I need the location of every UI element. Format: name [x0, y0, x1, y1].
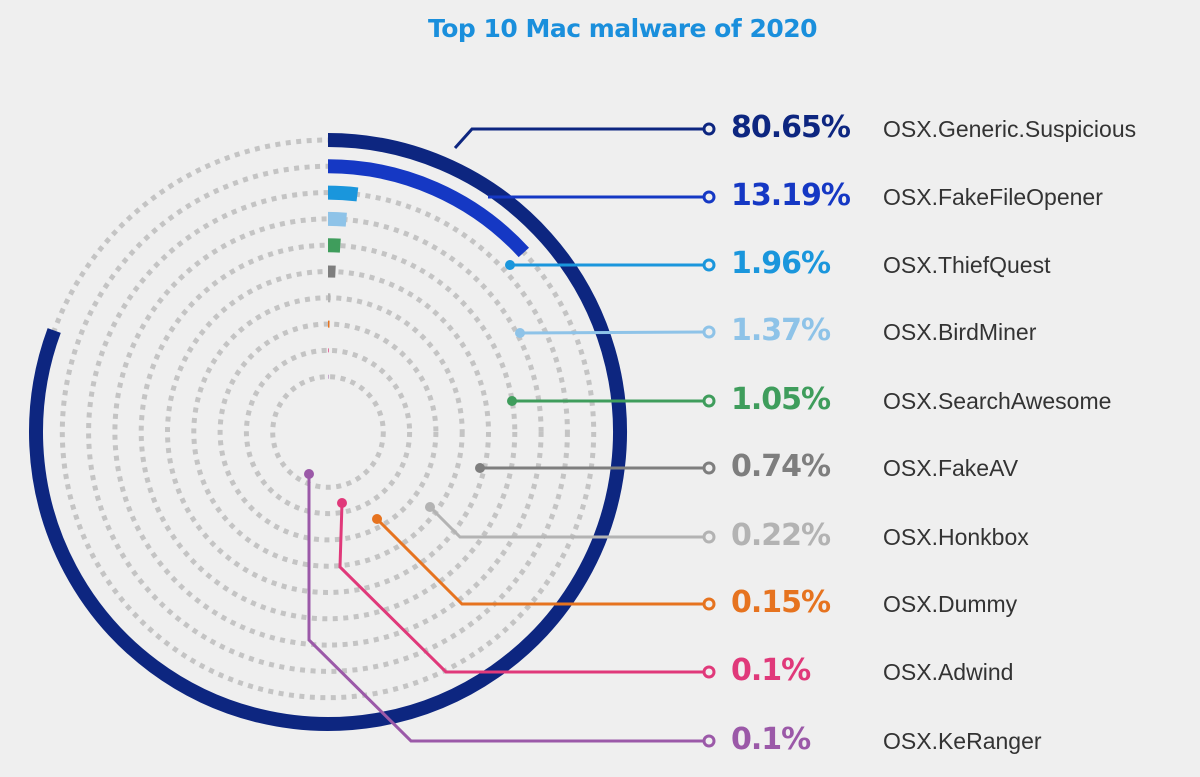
leader-end-dot: [702, 530, 716, 544]
leader-end-dot: [702, 665, 716, 679]
legend-entry: OSX.SearchAwesome: [883, 388, 1112, 414]
track-ring: [243, 347, 413, 517]
leader-start-dot: [475, 463, 485, 473]
leader-line: [304, 469, 716, 748]
legend-entry: OSX.BirdMiner: [883, 319, 1037, 345]
leader-line: [475, 461, 716, 475]
legend-entry: OSX.KeRanger: [883, 728, 1042, 754]
track-ring: [270, 374, 386, 490]
leader-start-dot: [507, 396, 517, 406]
leader-end-dot: [702, 325, 716, 339]
track-ring: [86, 190, 570, 674]
leader-start-dot: [372, 514, 382, 524]
data-label: 13.19%: [731, 178, 851, 213]
data-label: 0.74%: [731, 449, 831, 484]
leader-end-dot: [702, 597, 716, 611]
data-label: 1.37%: [731, 313, 831, 348]
data-label: 0.22%: [731, 518, 831, 553]
leader-end-dot: [702, 734, 716, 748]
bar-osx-fakefileopener: [327, 159, 530, 258]
legend-entry: OSX.ThiefQuest: [883, 252, 1051, 278]
legend-entry: OSX.FakeFileOpener: [883, 184, 1103, 210]
track-ring: [112, 216, 544, 648]
legend-entry: OSX.FakeAV: [883, 455, 1019, 481]
legend-entry: OSX.Honkbox: [883, 524, 1029, 550]
bar-osx-generic-suspicious: [29, 133, 627, 731]
leader-start-dot: [337, 498, 347, 508]
leader-line: [505, 258, 716, 272]
data-label: 1.96%: [731, 246, 831, 281]
bars: [29, 133, 627, 731]
leader-end-dot: [702, 394, 716, 408]
data-label: 1.05%: [731, 382, 831, 417]
leader-start-dot: [505, 260, 515, 270]
chart-title: Top 10 Mac malware of 2020: [427, 14, 818, 43]
leader-line: [372, 514, 716, 611]
leader-start-dot: [304, 469, 314, 479]
legend-entry: OSX.Generic.Suspicious: [883, 116, 1137, 142]
data-label: 0.15%: [731, 585, 831, 620]
leader-end-dot: [702, 190, 716, 204]
track-ring: [191, 295, 465, 569]
legend-entry: OSX.Adwind: [883, 659, 1014, 685]
track-ring: [165, 269, 491, 595]
leader-line: [488, 190, 716, 204]
data-label: 0.1%: [731, 653, 811, 688]
track-ring: [138, 242, 518, 622]
leader-start-dot: [425, 502, 435, 512]
leader-line: [337, 498, 716, 679]
leader-line: [453, 122, 716, 150]
track-ring: [217, 321, 439, 543]
leader-lines: [304, 122, 716, 748]
data-label: 80.65%: [731, 110, 851, 145]
leader-end-dot: [702, 122, 716, 136]
leader-start-dot: [515, 328, 525, 338]
leader-end-dot: [702, 461, 716, 475]
data-label: 0.1%: [731, 722, 811, 757]
leader-line: [425, 502, 716, 544]
bar-osx-thiefquest: [327, 185, 359, 202]
legend-entry: OSX.Dummy: [883, 591, 1018, 617]
leader-line: [515, 325, 716, 339]
leader-line: [507, 394, 716, 408]
leader-end-dot: [702, 258, 716, 272]
bar-osx-birdminer: [327, 211, 347, 227]
